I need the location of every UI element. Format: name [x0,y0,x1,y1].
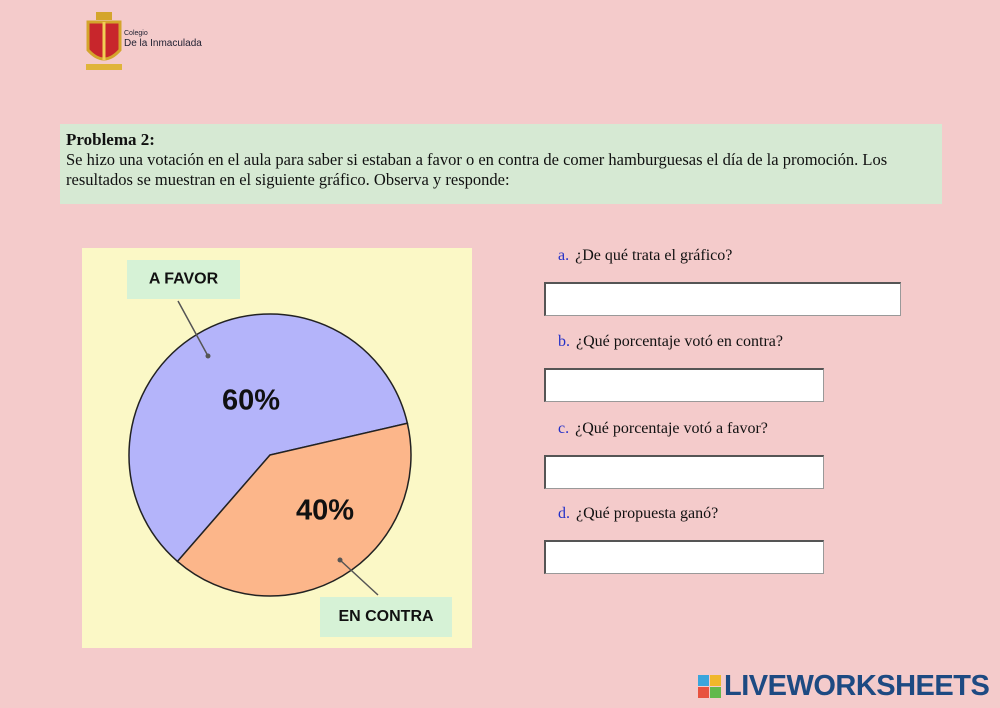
slice-value-label: 40% [296,495,354,527]
callout-label: EN CONTRA [338,608,434,625]
logo-line2: De la Inmaculada [124,38,202,49]
answer-input[interactable] [544,455,824,489]
callout-arrow [177,300,209,357]
question-letter: a. [558,247,570,264]
pie-chart: 60% 40% A FAVOR EN CONTRA [82,248,472,648]
problem-box: Problema 2: Se hizo una votación en el a… [60,124,942,204]
question: a. ¿De qué trata el gráfico? [558,247,732,265]
problem-text: Se hizo una votación en el aula para sab… [66,150,888,189]
question-letter: b. [558,333,570,350]
callout-box [127,260,240,299]
brand-icon [698,675,721,698]
question-text: ¿Qué propuesta ganó? [576,505,719,522]
callout-arrow-head [337,557,343,563]
callout-arrow [339,559,379,596]
callout-label: A FAVOR [149,271,219,288]
question-letter: c. [558,420,570,437]
callout-box [320,597,452,637]
slice-value-label: 60% [222,385,280,417]
brand-name: LIVEWORKSHEETS [724,670,990,702]
problem-title: Problema 2: [66,130,155,149]
logo-crest [86,12,122,70]
question: d. ¿Qué propuesta ganó? [558,505,718,523]
question: c. ¿Qué porcentaje votó a favor? [558,420,768,438]
question: b. ¿Qué porcentaje votó en contra? [558,333,783,351]
question-text: ¿Qué porcentaje votó a favor? [575,420,768,437]
answer-input[interactable] [544,368,824,402]
pie-slice [128,313,409,563]
answer-input[interactable] [544,540,824,574]
question-text: ¿De qué trata el gráfico? [575,247,733,264]
logo-line1: Colegio [124,30,148,37]
question-text: ¿Qué porcentaje votó en contra? [576,333,784,350]
answer-input[interactable] [544,282,901,316]
callout-arrow-head [205,353,211,359]
pie-slice [176,422,412,597]
question-letter: d. [558,505,570,522]
